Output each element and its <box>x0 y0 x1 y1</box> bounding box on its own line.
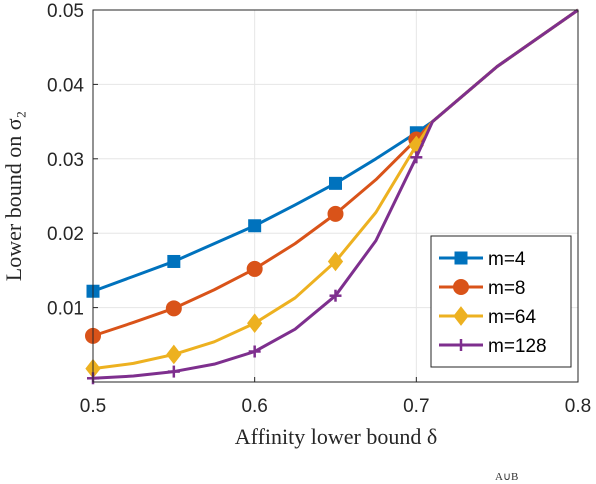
data-point <box>327 205 344 222</box>
data-point <box>329 176 342 190</box>
data-point <box>167 254 181 268</box>
series-line <box>92 8 579 380</box>
data-point <box>248 345 261 358</box>
legend-item: m=8 <box>439 278 526 299</box>
data-point <box>247 313 263 334</box>
data-point <box>327 251 344 272</box>
data-point <box>246 260 263 277</box>
x-tick-label: 0.8 <box>565 396 591 417</box>
legend-label: m=8 <box>488 278 526 299</box>
y-tick-label: 0.04 <box>47 75 84 96</box>
legend-marker <box>453 306 469 326</box>
x-axis-label: Affinity lower bound δ <box>235 424 437 449</box>
data-point <box>248 219 262 233</box>
legend-label: m=64 <box>488 307 536 328</box>
data-point <box>165 300 182 317</box>
y-tick-label: 0.02 <box>47 224 84 245</box>
ticks: 0.5 0.6 0.7 0.8 0.01 0.02 0.03 0.04 0.05 <box>47 1 591 417</box>
y-tick-label: 0.05 <box>47 1 84 22</box>
data-point <box>329 289 342 302</box>
x-tick-label: 0.5 <box>80 396 106 417</box>
legend-marker <box>453 279 469 295</box>
legend-label: m=4 <box>488 249 526 270</box>
legend: m=4 m=8 m=64 m=128 <box>430 235 572 368</box>
x-tick-label: 0.6 <box>241 396 267 417</box>
legend-label: m=128 <box>488 336 547 357</box>
data-point <box>166 344 182 365</box>
x-tick-label: 0.7 <box>403 396 429 417</box>
data-point <box>167 365 180 378</box>
legend-item: m=128 <box>439 336 547 357</box>
y-tick-label: 0.01 <box>47 299 84 320</box>
y-tick-label: 0.03 <box>47 150 84 171</box>
data-point <box>410 151 423 164</box>
caption-fragment: A∪B <box>495 471 518 483</box>
legend-item: m=4 <box>439 249 526 270</box>
y-axis-label: Lower bound on σ₂ <box>1 111 26 281</box>
legend-item: m=64 <box>439 306 536 328</box>
legend-marker <box>455 339 467 351</box>
plot-frame <box>92 9 579 383</box>
legend-marker <box>454 251 468 265</box>
